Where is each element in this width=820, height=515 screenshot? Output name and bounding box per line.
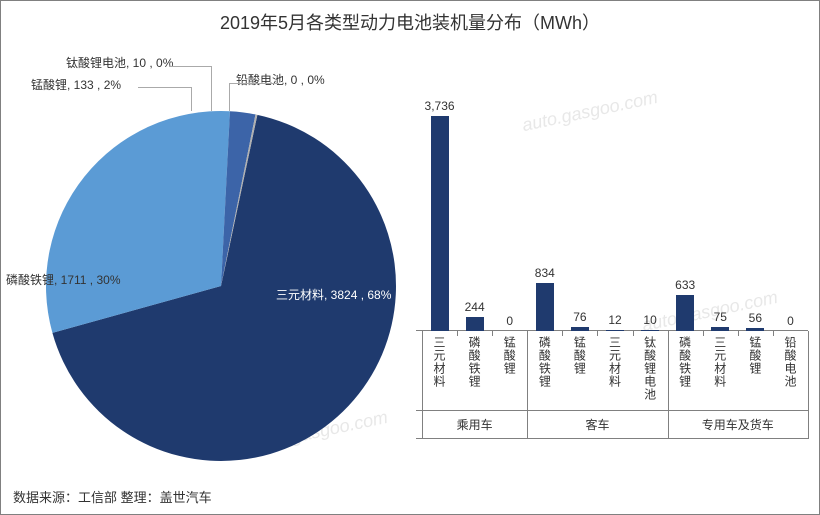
axis-vsep bbox=[668, 331, 669, 439]
bar bbox=[676, 295, 694, 331]
leader-line bbox=[229, 83, 279, 84]
bar bbox=[571, 327, 589, 331]
bar-category-label: 磷酸铁锂 bbox=[466, 336, 483, 406]
bar-value-label: 56 bbox=[735, 311, 775, 325]
pie-slice-label: 钛酸锂电池, 10 , 0% bbox=[66, 54, 173, 71]
bar bbox=[606, 330, 624, 331]
pie-slice-label: 锰酸锂, 133 , 2% bbox=[31, 76, 121, 93]
bar-value-label: 76 bbox=[560, 310, 600, 324]
axis-sep-2 bbox=[416, 438, 808, 439]
pie-slice-label: 铅酸电池, 0 , 0% bbox=[236, 71, 325, 88]
bar-category-label: 钛酸锂电池 bbox=[642, 336, 659, 406]
pie-slice-label: 三元材料, 3824 , 68% bbox=[276, 286, 391, 303]
bar-group-label: 专用车及货车 bbox=[702, 416, 774, 433]
leader-line bbox=[229, 83, 230, 111]
leader-line bbox=[138, 87, 191, 88]
bar-value-label: 0 bbox=[770, 314, 810, 328]
chart-footer: 数据来源：工信部 整理：盖世汽车 bbox=[13, 487, 212, 506]
bar-value-label: 244 bbox=[455, 300, 495, 314]
bar-category-label: 铅酸电池 bbox=[782, 336, 799, 406]
bar-value-label: 12 bbox=[595, 313, 635, 327]
bar-value-label: 3,736 bbox=[420, 99, 460, 113]
axis-sep-1 bbox=[416, 410, 808, 411]
bar-group-label: 客车 bbox=[585, 416, 609, 433]
pie-chart: 三元材料, 3824 , 68%磷酸铁锂, 1711 , 30%锰酸锂, 133… bbox=[11, 41, 411, 461]
leader-line bbox=[191, 87, 192, 111]
bar-category-label: 三元材料 bbox=[431, 336, 448, 406]
bar-category-label: 锰酸锂 bbox=[747, 336, 764, 406]
bar-category-label: 三元材料 bbox=[712, 336, 729, 406]
bar bbox=[536, 283, 554, 331]
pie-slice-label: 磷酸铁锂, 1711 , 30% bbox=[6, 271, 121, 288]
leader-line bbox=[211, 66, 212, 111]
axis-vsep bbox=[527, 331, 528, 439]
leader-line bbox=[169, 66, 211, 67]
axis-vsep bbox=[422, 331, 423, 439]
bar-category-label: 锰酸锂 bbox=[501, 336, 518, 406]
bar-category-label: 磷酸铁锂 bbox=[677, 336, 694, 406]
bar-chart: 3,736 三元材料 244 磷酸铁锂 0 锰酸锂 834 磷酸铁锂 76 锰酸锂 12 三元材料 10… bbox=[416, 61, 816, 461]
bar bbox=[746, 328, 764, 331]
bar bbox=[711, 327, 729, 331]
bar-value-label: 633 bbox=[665, 278, 705, 292]
bar-value-label: 75 bbox=[700, 310, 740, 324]
bar-category-label: 磷酸铁锂 bbox=[536, 336, 553, 406]
chart-root: 2019年5月各类型动力电池装机量分布（MWh） auto.gasgoo.com… bbox=[0, 0, 820, 515]
bar-value-label: 0 bbox=[490, 314, 530, 328]
bar-value-label: 10 bbox=[630, 313, 670, 327]
bar-group-label: 乘用车 bbox=[457, 416, 493, 433]
bar bbox=[431, 116, 449, 331]
chart-title: 2019年5月各类型动力电池装机量分布（MWh） bbox=[1, 9, 819, 35]
bar bbox=[466, 317, 484, 331]
bar-value-label: 834 bbox=[525, 266, 565, 280]
bar bbox=[641, 330, 659, 331]
bar-category-label: 锰酸锂 bbox=[571, 336, 588, 406]
bar-category-label: 三元材料 bbox=[607, 336, 624, 406]
